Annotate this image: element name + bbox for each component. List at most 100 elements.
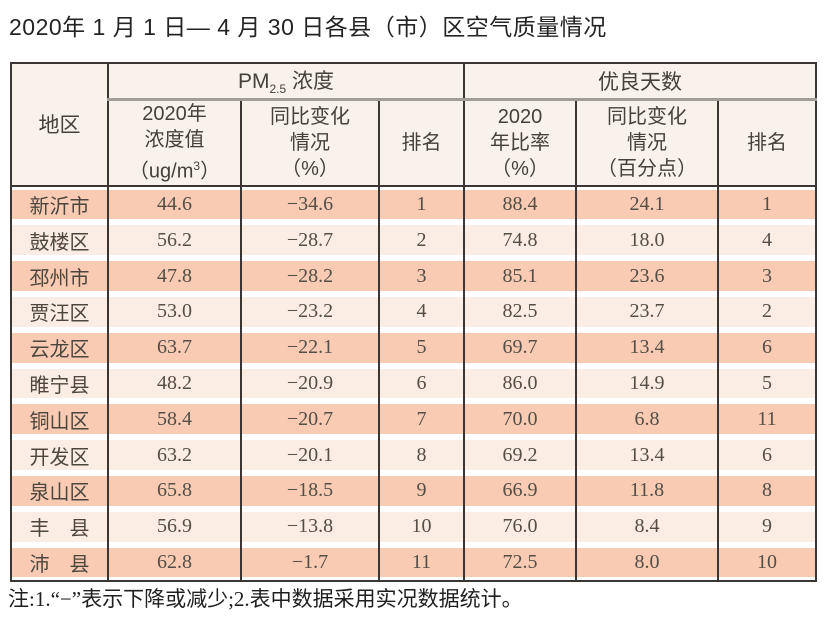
- pm-value-cell: 63.2: [107, 437, 241, 474]
- pm-change-cell: −13.8: [240, 508, 379, 545]
- pm-change-cell: −34.6: [240, 185, 379, 223]
- days-change-cell: 14.9: [575, 365, 719, 402]
- pm-change-cell: −28.2: [240, 258, 379, 295]
- pm-value-cell: 53.0: [107, 294, 241, 330]
- table-row: 睢宁县 48.2 −20.9 6 86.0 14.9 5: [11, 365, 817, 402]
- region-cell: 贾汪区: [11, 294, 108, 330]
- table-row: 贾汪区 53.0 −23.2 4 82.5 23.7 2: [11, 294, 817, 330]
- pm-rank-cell: 11: [377, 544, 465, 582]
- pm-change-cell: −18.5: [240, 473, 379, 509]
- pm-value-cell: 62.8: [107, 544, 241, 582]
- pm-rank-cell: 2: [377, 222, 465, 259]
- pm-change-cell: −23.2: [240, 294, 379, 330]
- pm-value-cell: 48.2: [107, 365, 241, 402]
- table-row: 新沂市 44.6 −34.6 1 88.4 24.1 1: [11, 185, 817, 223]
- pm-label: PM: [237, 70, 270, 94]
- days-change-cell: 8.4: [575, 508, 719, 545]
- air-quality-table: 地区 PM2.5 浓度 优良天数 2020年 浓度值 （ug/m3） 同比变化 …: [10, 62, 818, 583]
- pm-rank-cell: 6: [377, 365, 465, 402]
- pm-value-cell: 65.8: [107, 473, 241, 509]
- table-body: 新沂市 44.6 −34.6 1 88.4 24.1 1 鼓楼区 56.2 −2…: [11, 185, 817, 582]
- days-rank-cell: 9: [717, 508, 817, 545]
- pm-value-cell: 56.9: [107, 508, 241, 545]
- table-row: 邳州市 47.8 −28.2 3 85.1 23.6 3: [11, 258, 817, 295]
- pm-rank-cell: 3: [377, 258, 465, 295]
- region-cell: 丰 县: [11, 508, 108, 545]
- region-cell: 邳州市: [11, 258, 108, 295]
- table-row: 开发区 63.2 −20.1 8 69.2 13.4 6: [11, 437, 817, 474]
- pm-change-cell: −20.7: [240, 401, 379, 438]
- days-rate-cell: 82.5: [463, 294, 577, 330]
- page-title: 2020年 1 月 1 日— 4 月 30 日各县（市）区空气质量情况: [9, 14, 607, 40]
- days-rank-cell: 10: [717, 544, 817, 582]
- days-rate-cell: 69.7: [463, 329, 577, 366]
- pm-rank-cell: 7: [377, 401, 465, 438]
- header-pm-rank: 排名: [377, 99, 465, 187]
- pm-change-cell: −20.9: [240, 365, 379, 402]
- days-rate-cell: 74.8: [463, 222, 577, 259]
- header-pm-group: PM2.5 浓度: [106, 63, 465, 101]
- region-cell: 铜山区: [11, 401, 108, 438]
- table-row: 鼓楼区 56.2 −28.7 2 74.8 18.0 4: [11, 222, 817, 259]
- pm-subscript: 2.5: [269, 82, 287, 97]
- days-change-cell: 23.6: [575, 258, 719, 295]
- header-days-rate: 2020 年比率 （%）: [463, 99, 577, 187]
- days-rank-cell: 4: [717, 222, 817, 259]
- pm-rank-cell: 8: [377, 437, 465, 474]
- days-change-cell: 18.0: [575, 222, 719, 259]
- pm-value-cell: 63.7: [107, 329, 241, 366]
- header-pm-change: 同比变化 情况 （%）: [240, 99, 379, 187]
- days-rank-cell: 6: [717, 329, 817, 366]
- days-rank-cell: 3: [717, 258, 817, 295]
- days-rate-cell: 85.1: [463, 258, 577, 295]
- days-change-cell: 13.4: [575, 437, 719, 474]
- days-rate-cell: 86.0: [463, 365, 577, 402]
- days-rank-cell: 6: [717, 437, 817, 474]
- header-region: 地区: [11, 63, 108, 187]
- region-cell: 新沂市: [11, 185, 108, 223]
- days-rank-cell: 5: [717, 365, 817, 402]
- region-cell: 云龙区: [11, 329, 108, 366]
- pm-change-cell: −28.7: [240, 222, 379, 259]
- days-rank-cell: 8: [717, 473, 817, 509]
- days-rate-cell: 69.2: [463, 437, 577, 474]
- pm-change-cell: −20.1: [240, 437, 379, 474]
- pm-rank-cell: 10: [377, 508, 465, 545]
- region-cell: 睢宁县: [11, 365, 108, 402]
- table-row: 泉山区 65.8 −18.5 9 66.9 11.8 8: [11, 473, 817, 509]
- region-cell: 开发区: [11, 437, 108, 474]
- days-change-cell: 24.1: [575, 185, 719, 223]
- pm-label-rest: 浓度: [286, 70, 335, 94]
- pm-value-cell: 58.4: [107, 401, 241, 438]
- days-rate-cell: 66.9: [463, 473, 577, 509]
- unit-superscript: 3: [193, 159, 201, 173]
- days-rate-cell: 72.5: [463, 544, 577, 582]
- days-rank-cell: 2: [717, 294, 817, 330]
- table-header: 地区 PM2.5 浓度 优良天数 2020年 浓度值 （ug/m3） 同比变化 …: [11, 63, 817, 187]
- table-row: 云龙区 63.7 −22.1 5 69.7 13.4 6: [11, 329, 817, 366]
- pm-rank-cell: 1: [377, 185, 465, 223]
- header-days-group: 优良天数: [463, 63, 817, 101]
- region-cell: 泉山区: [11, 473, 108, 509]
- header-sub-row: 2020年 浓度值 （ug/m3） 同比变化 情况 （%） 排名 2020 年比…: [11, 99, 817, 187]
- days-change-cell: 11.8: [575, 473, 719, 509]
- header-days-change: 同比变化 情况 （百分点）: [575, 99, 719, 187]
- header-pm-value: 2020年 浓度值 （ug/m3）: [107, 99, 241, 187]
- days-rank-cell: 1: [717, 185, 817, 223]
- days-rate-cell: 70.0: [463, 401, 577, 438]
- pm-change-cell: −1.7: [240, 544, 379, 582]
- pm-value-cell: 44.6: [107, 185, 241, 223]
- table-row: 沛 县 62.8 −1.7 11 72.5 8.0 10: [11, 544, 817, 582]
- pm-rank-cell: 5: [377, 329, 465, 366]
- pm-value-cell: 47.8: [107, 258, 241, 295]
- pm-rank-cell: 9: [377, 473, 465, 509]
- footnote: 注:1.“−”表示下降或减少;2.表中数据采用实况数据统计。: [8, 587, 523, 611]
- region-cell: 沛 县: [11, 544, 108, 582]
- table-row: 丰 县 56.9 −13.8 10 76.0 8.4 9: [11, 508, 817, 545]
- days-change-cell: 8.0: [575, 544, 719, 582]
- pm-value-cell: 56.2: [107, 222, 241, 259]
- pm-change-cell: −22.1: [240, 329, 379, 366]
- days-change-cell: 6.8: [575, 401, 719, 438]
- days-rate-cell: 88.4: [463, 185, 577, 223]
